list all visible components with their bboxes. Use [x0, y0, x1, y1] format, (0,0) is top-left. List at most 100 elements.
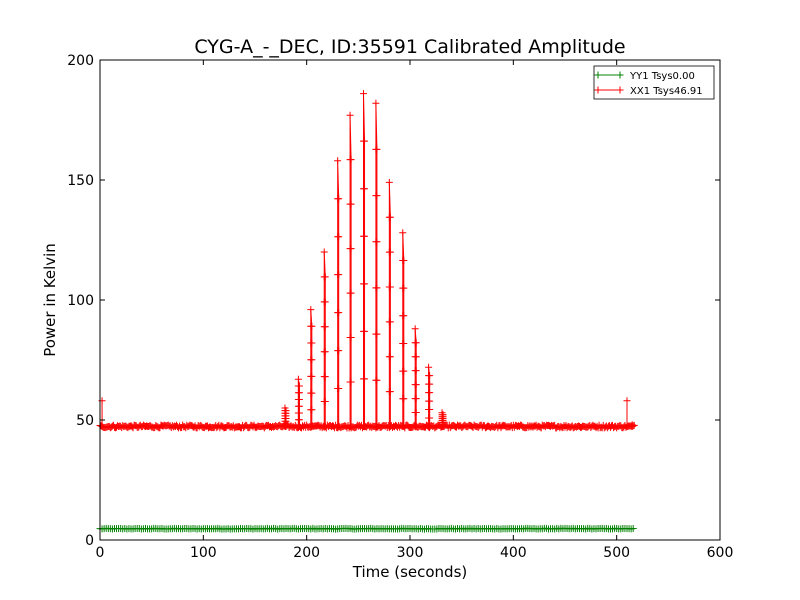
plot-area	[96, 90, 638, 533]
data-point	[400, 256, 408, 264]
data-point	[321, 273, 329, 281]
series-line	[99, 93, 635, 430]
data-point	[361, 232, 369, 240]
data-point	[308, 356, 316, 364]
data-point	[386, 248, 394, 256]
y-tick-label: 200	[67, 53, 94, 69]
data-point	[295, 409, 303, 417]
data-point	[400, 395, 408, 403]
data-point	[400, 284, 408, 292]
legend-box	[593, 65, 715, 100]
data-point	[616, 86, 624, 94]
data-point	[335, 347, 343, 355]
data-point	[295, 395, 303, 403]
legend-label: YY1 Tsys0.00	[629, 71, 695, 82]
data-point	[412, 381, 420, 389]
data-point	[334, 157, 342, 165]
data-point	[373, 284, 381, 292]
data-point	[400, 339, 408, 347]
data-point	[308, 322, 316, 330]
data-point	[616, 71, 624, 79]
data-point	[373, 238, 381, 246]
data-point	[295, 402, 303, 410]
series-xx1	[96, 90, 638, 432]
data-point	[594, 86, 602, 94]
data-point	[426, 389, 434, 397]
data-point	[373, 330, 381, 338]
x-tick-label: 600	[707, 545, 734, 561]
data-point	[347, 378, 355, 386]
data-point	[361, 280, 369, 288]
x-tick-label: 300	[397, 545, 424, 561]
data-point	[308, 372, 316, 380]
data-point	[425, 363, 433, 371]
data-point	[400, 312, 408, 320]
data-point	[308, 339, 316, 347]
data-point	[295, 389, 303, 397]
data-point	[426, 372, 434, 380]
data-point	[335, 309, 343, 317]
data-point	[386, 318, 394, 326]
axis-ticks: 0 100 200 300 400 500 600 0 50 100 150 200	[67, 53, 733, 561]
data-point	[399, 229, 407, 237]
data-point	[372, 99, 380, 107]
data-point	[308, 389, 316, 397]
legend: YY1 Tsys0.00 XX1 Tsys46.91	[593, 65, 715, 100]
data-point	[347, 245, 355, 253]
data-point	[360, 90, 367, 98]
data-point	[630, 421, 638, 429]
data-point	[623, 397, 631, 405]
data-point	[400, 367, 408, 375]
x-tick-label: 100	[190, 545, 217, 561]
x-tick-label: 0	[96, 545, 105, 561]
data-point	[294, 375, 302, 383]
data-point	[412, 339, 420, 347]
data-point	[373, 192, 381, 200]
y-tick-label: 0	[85, 533, 94, 549]
legend-label: XX1 Tsys46.91	[630, 86, 703, 97]
data-point	[295, 382, 303, 390]
data-point	[411, 325, 419, 333]
data-point	[308, 406, 316, 414]
data-point	[347, 200, 355, 208]
data-point	[361, 327, 369, 335]
data-point	[412, 353, 420, 361]
y-axis-label: Power in Kelvin	[41, 243, 59, 357]
data-point	[386, 388, 394, 396]
data-point	[321, 348, 329, 356]
data-point	[347, 289, 355, 297]
data-point	[361, 185, 369, 193]
data-point	[361, 137, 369, 145]
data-point	[307, 306, 315, 314]
data-point	[426, 414, 434, 422]
data-point	[426, 380, 434, 388]
data-point	[321, 298, 329, 306]
data-point	[321, 323, 329, 331]
data-point	[386, 353, 394, 361]
data-point	[373, 376, 381, 384]
y-tick-label: 100	[67, 293, 94, 309]
data-point	[386, 283, 394, 291]
data-point	[347, 156, 355, 164]
x-tick-label: 500	[603, 545, 630, 561]
data-point	[426, 397, 434, 405]
data-point	[335, 271, 343, 279]
data-point	[361, 375, 369, 383]
data-point	[335, 385, 343, 393]
data-point	[386, 213, 394, 221]
data-point	[385, 178, 393, 186]
data-point	[346, 111, 354, 119]
x-axis-label: Time (seconds)	[352, 563, 468, 581]
data-point	[320, 248, 328, 256]
data-point	[629, 524, 637, 532]
data-point	[321, 373, 329, 381]
data-point	[594, 71, 602, 79]
data-point	[347, 334, 355, 342]
data-point	[412, 395, 420, 403]
data-point	[335, 195, 343, 203]
chart-title: CYG-A_-_DEC, ID:35591 Calibrated Amplitu…	[194, 36, 625, 58]
series-yy1	[96, 524, 637, 533]
data-point	[412, 367, 420, 375]
data-point	[335, 233, 343, 241]
